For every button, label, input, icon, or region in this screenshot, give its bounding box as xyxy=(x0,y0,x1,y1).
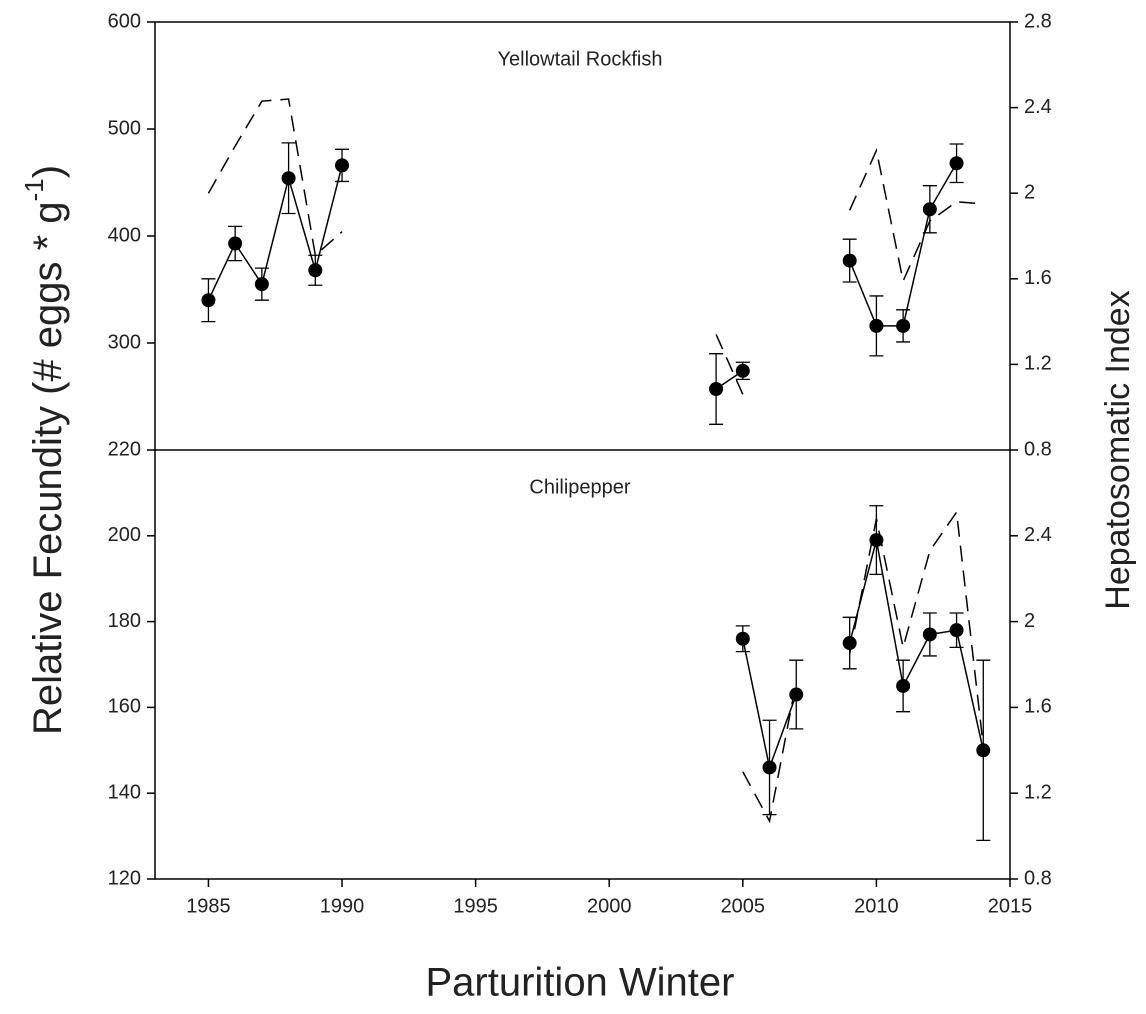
y-axis-label: Relative Fecundity (# eggs * g-1) xyxy=(19,165,70,735)
data-point xyxy=(735,631,750,646)
x-axis-label: Parturition Winter xyxy=(426,961,735,1005)
data-point xyxy=(869,318,884,333)
y-tick-label: 500 xyxy=(108,117,141,139)
y2-tick-label: 1.2 xyxy=(1024,781,1052,803)
x-tick-label: 1995 xyxy=(453,895,498,917)
y-tick-label: 120 xyxy=(108,867,141,889)
x-tick-label: 2015 xyxy=(988,895,1033,917)
data-point xyxy=(949,623,964,638)
x-tick-label: 2000 xyxy=(587,895,632,917)
series-line xyxy=(207,162,958,390)
data-point xyxy=(281,171,296,186)
data-point xyxy=(762,760,777,775)
data-point xyxy=(922,202,937,217)
x-tick-label: 2005 xyxy=(721,895,766,917)
y2-tick-label: 2.8 xyxy=(1024,10,1052,32)
data-point xyxy=(842,253,857,268)
x-tick-label: 1990 xyxy=(320,895,365,917)
y2-axis-label: Hepatosomatic Index xyxy=(1099,290,1137,609)
y-tick-label: 200 xyxy=(108,524,141,546)
y-label-end: ) xyxy=(26,165,70,178)
data-point xyxy=(922,627,937,642)
panel-title: Chilipepper xyxy=(529,476,631,498)
data-point xyxy=(709,382,724,397)
data-point xyxy=(308,263,323,278)
data-point xyxy=(335,158,350,173)
x-tick-label: 2010 xyxy=(854,895,899,917)
y-tick-label: 600 xyxy=(108,10,141,32)
y-tick-label: 300 xyxy=(108,331,141,353)
y-tick-label: 180 xyxy=(108,610,141,632)
data-point xyxy=(254,277,269,292)
y2-tick-label: 1.6 xyxy=(1024,267,1052,289)
series-line xyxy=(742,539,985,771)
data-point xyxy=(789,687,804,702)
y-tick-label: 160 xyxy=(108,696,141,718)
data-point xyxy=(735,363,750,378)
y2-tick-label: 2.4 xyxy=(1024,524,1052,546)
y-tick-label: 400 xyxy=(108,224,141,246)
panel-title: Yellowtail Rockfish xyxy=(498,48,663,70)
data-point xyxy=(842,636,857,651)
y-label-sup: -1 xyxy=(19,178,49,201)
data-point xyxy=(976,743,991,758)
y-tick-label: 220 xyxy=(108,438,141,460)
y2-tick-label: 1.2 xyxy=(1024,353,1052,375)
data-point xyxy=(896,318,911,333)
y-tick-label: 140 xyxy=(108,781,141,803)
y2-tick-label: 2.4 xyxy=(1024,96,1052,118)
data-point xyxy=(228,236,243,251)
data-point xyxy=(949,156,964,171)
y2-tick-label: 0.8 xyxy=(1024,438,1052,460)
y2-tick-label: 2 xyxy=(1024,610,1035,632)
data-point xyxy=(896,678,911,693)
y2-tick-label: 2 xyxy=(1024,181,1035,203)
y-label-main: Relative Fecundity (# eggs * g xyxy=(26,201,70,735)
dashed-line xyxy=(742,510,985,824)
y2-tick-label: 1.6 xyxy=(1024,696,1052,718)
data-point xyxy=(201,293,216,308)
dashed-line xyxy=(207,98,984,395)
y2-tick-label: 0.8 xyxy=(1024,867,1052,889)
x-tick-label: 1985 xyxy=(186,895,231,917)
